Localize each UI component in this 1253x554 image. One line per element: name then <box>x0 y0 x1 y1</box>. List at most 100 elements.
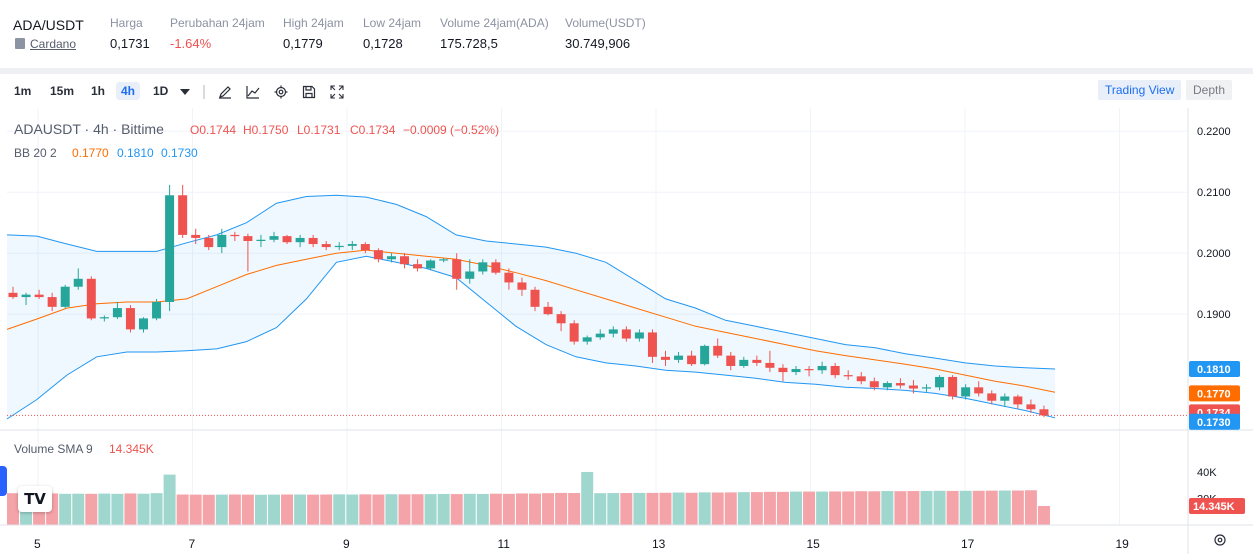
draw-icon[interactable] <box>218 85 232 99</box>
candle-body <box>687 355 697 365</box>
chart-toolbar: 1m 15m 1h 4h 1D Trading View Depth <box>0 74 1253 108</box>
timeframe-1d[interactable]: 1D <box>153 84 169 98</box>
tradingview-logo[interactable]: TV <box>18 486 52 512</box>
candle-body <box>674 355 684 360</box>
bb-lower-value: 0.1730 <box>161 146 198 160</box>
stat-label: High 24jam <box>283 16 344 30</box>
candle-body <box>21 294 31 298</box>
volume-bar <box>685 492 698 525</box>
volume-bar <box>137 493 150 525</box>
depth-button[interactable]: Depth <box>1186 80 1233 100</box>
timeframe-1m[interactable]: 1m <box>14 84 32 98</box>
volume-bar <box>763 491 776 525</box>
candle-body <box>308 237 318 245</box>
volume-bar <box>868 491 881 525</box>
candle-body <box>634 332 644 339</box>
x-tick-label: 13 <box>652 537 666 551</box>
stat-low: Low 24jam 0,1728 <box>363 16 421 51</box>
candle-body <box>556 314 566 324</box>
candle-body <box>491 262 501 273</box>
timeframe-1h[interactable]: 1h <box>91 84 106 98</box>
pair-name: ADA/USDT <box>13 17 84 33</box>
candle-body <box>948 376 958 397</box>
volume-bar <box>737 492 750 525</box>
candle-body <box>817 365 827 371</box>
price-tag <box>1189 413 1240 430</box>
candle-body <box>621 329 631 339</box>
candle-body <box>47 297 57 307</box>
bb-band-fill <box>7 195 1055 419</box>
stat-value: 0,1779 <box>283 36 323 51</box>
legend-symbol: ADAUSDT · 4h · Bittime <box>14 121 164 137</box>
volume-bar <box>333 494 346 525</box>
chart-grid <box>7 108 1188 525</box>
volume-bar <box>972 490 985 525</box>
volume-bar <box>581 471 594 525</box>
candle-body <box>1039 409 1049 416</box>
x-tick-label: 5 <box>34 537 41 551</box>
candle-body <box>256 239 266 241</box>
volume-bar <box>163 474 176 525</box>
price-tag-label: 0.1770 <box>1197 388 1231 400</box>
stat-value: 175.728,5 <box>440 36 498 51</box>
timeframe-15m[interactable]: 15m <box>50 84 75 98</box>
volume-bar <box>372 494 385 525</box>
volume-bar <box>633 492 646 525</box>
candle-body <box>987 393 997 401</box>
candle-body <box>478 262 488 272</box>
candle-body <box>334 245 344 248</box>
side-panel-toggle[interactable] <box>0 466 7 496</box>
candle-body <box>60 286 70 307</box>
volume-bar <box>228 494 241 525</box>
coin-link[interactable]: Cardano <box>15 37 76 51</box>
volume-bar <box>829 491 842 525</box>
y-tick-label: 0.1900 <box>1197 309 1231 321</box>
volume-value: 14.345K <box>109 442 154 456</box>
volume-bar <box>894 491 907 525</box>
volume-bar <box>698 492 711 525</box>
y-tick-label: 0.2000 <box>1197 248 1231 260</box>
y-tick-label: 0.2200 <box>1197 126 1231 138</box>
candle-body <box>191 234 201 238</box>
volume-bar <box>568 493 581 525</box>
chevron-down-icon[interactable] <box>180 88 190 96</box>
fullscreen-icon[interactable] <box>330 85 344 99</box>
stat-change: Perubahan 24jam -1.64% <box>170 16 265 51</box>
axis-settings-icon <box>1214 534 1226 546</box>
volume-bar <box>385 494 398 525</box>
candle-body <box>282 236 292 243</box>
candle-body <box>1026 404 1036 410</box>
volume-bar <box>411 494 424 525</box>
volume-bar <box>816 491 829 525</box>
stat-value: 0,1728 <box>363 36 403 51</box>
volume-bar <box>7 493 19 525</box>
volume-bar <box>150 493 163 525</box>
candle-body <box>713 345 723 356</box>
stat-label: Perubahan 24jam <box>170 16 265 30</box>
candle-body <box>243 236 253 241</box>
volume-bar <box>1011 490 1024 525</box>
stat-price: Harga 0,1731 <box>110 16 150 51</box>
candle-body <box>360 244 370 251</box>
candle-body <box>582 337 592 342</box>
volume-bar <box>607 493 620 525</box>
trading-view-button[interactable]: Trading View <box>1098 80 1182 100</box>
candle-body <box>974 387 984 394</box>
x-tick-label: 17 <box>961 537 975 551</box>
price-tag-label: 0.1730 <box>1197 417 1231 429</box>
indicator-icon[interactable] <box>246 85 260 99</box>
settings-icon[interactable] <box>274 85 288 99</box>
timeframe-4h[interactable]: 4h <box>116 82 141 100</box>
save-icon[interactable] <box>302 85 316 99</box>
volume-bar <box>946 490 959 525</box>
bb-upper-value: 0.1810 <box>117 146 154 160</box>
price-chart[interactable]: 0.2200 0.2100 0.2000 0.1900 5 7 9 11 13 15 17 19 40K… <box>0 108 1253 554</box>
candle-body <box>178 195 188 235</box>
axis-settings-dot <box>1217 537 1223 543</box>
stat-label: Harga <box>110 16 143 30</box>
candle-body <box>804 369 814 371</box>
volume-bar <box>450 494 463 525</box>
candle-body <box>295 237 305 243</box>
volume-bar <box>59 493 72 525</box>
candle-body <box>830 365 840 376</box>
